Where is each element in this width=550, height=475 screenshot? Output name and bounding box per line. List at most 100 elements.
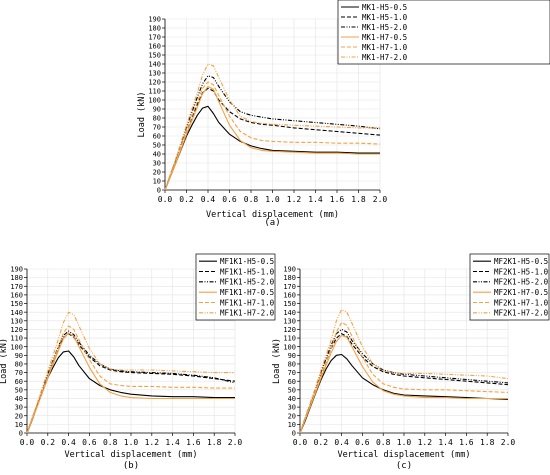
x-tick-label: 1.4 <box>438 438 453 447</box>
legend-label: MF1K1-H5-1.0 <box>220 267 275 276</box>
x-tick-label: 0.8 <box>376 438 391 447</box>
y-tick-label: 110 <box>10 335 23 343</box>
series-line-3 <box>164 75 381 191</box>
x-tick-label: 1.0 <box>124 438 139 447</box>
y-tick-label: 10 <box>288 421 296 429</box>
y-tick-label: 190 <box>283 266 296 274</box>
legend-label: MF1K1-H5-2.0 <box>220 278 275 287</box>
legend-box <box>337 0 550 65</box>
y-tick-label: 40 <box>288 395 296 403</box>
x-axis-label: Vertical displacement (mm) <box>64 450 197 460</box>
series-line-6 <box>299 309 509 434</box>
chart-panel-b: 0.0 0.2 0.4 0.6 0.8 1.0 1.2 1.4 1.6 1.8 2.0 0102030… <box>0 253 276 471</box>
x-tick-label: 0.4 <box>334 438 349 447</box>
series-line-5 <box>299 321 509 434</box>
x-tick-label: 0.4 <box>61 438 76 447</box>
y-tick-label: 140 <box>148 61 161 69</box>
x-tick-label: 1.0 <box>265 195 280 204</box>
y-tick-label: 70 <box>288 369 296 377</box>
legend: MF2K1-H5-0.5MF2K1-H5-1.0MF2K1-H5-2.0MF2K… <box>469 253 550 321</box>
series-line-4 <box>26 332 235 434</box>
x-tick-label: 2.0 <box>373 195 388 204</box>
series-line-5 <box>26 325 235 434</box>
x-tick-label: 2.0 <box>501 438 516 447</box>
y-tick-label: 120 <box>148 79 161 87</box>
legend-label: MK1-H7-1.0 <box>362 43 408 52</box>
y-tick-label: 160 <box>10 291 23 299</box>
legend-label: MF2K1-H7-0.5 <box>494 288 548 297</box>
chart-panel-c: 0.0 0.2 0.4 0.6 0.8 1.0 1.2 1.4 1.6 1.8 2.0 0102030… <box>272 253 550 471</box>
x-tick-label: 0.6 <box>222 195 237 204</box>
x-tick-label: 1.8 <box>207 438 222 447</box>
y-tick-label: 40 <box>153 151 161 159</box>
y-tick-label: 160 <box>283 291 296 299</box>
x-tick-label: 1.4 <box>165 438 180 447</box>
y-tick-label: 190 <box>10 266 23 274</box>
y-tick-label: 80 <box>15 361 23 369</box>
series-line-6 <box>164 63 380 191</box>
y-tick-label: 150 <box>148 52 161 60</box>
y-tick-label: 180 <box>148 25 161 33</box>
x-tick-label: 1.6 <box>459 438 474 447</box>
x-tick-label: 1.8 <box>351 195 366 204</box>
x-tick-label: 0.8 <box>103 438 118 447</box>
y-tick-label: 10 <box>153 178 161 186</box>
legend-label: MF1K1-H5-0.5 <box>220 257 274 266</box>
series-line-6 <box>26 311 235 434</box>
series-line-2 <box>164 87 381 191</box>
legend-label: MF2K1-H7-1.0 <box>494 298 549 307</box>
y-tick-label: 140 <box>283 309 296 317</box>
y-tick-label: 20 <box>15 412 23 420</box>
x-tick-label: 0.2 <box>179 195 194 204</box>
y-tick-label: 170 <box>283 283 296 291</box>
y-tick-label: 170 <box>10 283 23 291</box>
y-tick-label: 50 <box>15 386 23 394</box>
y-tick-label: 70 <box>153 124 161 132</box>
y-axis-label: Load (kN) <box>0 338 9 384</box>
panel-caption: (c) <box>396 461 412 471</box>
x-tick-label: 1.0 <box>397 438 412 447</box>
legend-label: MF1K1-H7-0.5 <box>220 288 274 297</box>
x-tick-label: 0.6 <box>355 438 370 447</box>
y-tick-label: 190 <box>148 16 161 24</box>
y-tick-label: 40 <box>15 395 23 403</box>
y-tick-label: 100 <box>148 97 161 105</box>
legend-label: MF2K1-H5-0.5 <box>494 257 548 266</box>
series-line-4 <box>164 85 380 191</box>
y-tick-label: 110 <box>148 88 161 96</box>
x-tick-label: 1.4 <box>308 195 323 204</box>
legend-label: MK1-H5-2.0 <box>362 23 408 32</box>
series-line-4 <box>299 334 508 434</box>
y-tick-label: 90 <box>15 352 23 360</box>
panel-caption: (a) <box>264 218 280 228</box>
y-axis-label: Load (kN) <box>272 338 282 384</box>
x-tick-label: 0.0 <box>20 438 35 447</box>
y-tick-label: 130 <box>148 70 161 78</box>
x-axis-label: Vertical displacement (mm) <box>337 450 470 460</box>
legend-box <box>469 253 550 321</box>
y-tick-label: 120 <box>283 326 296 334</box>
y-tick-label: 150 <box>283 300 296 308</box>
legend-label: MF2K1-H7-2.0 <box>494 309 549 318</box>
x-axis-label: Vertical displacement (mm) <box>206 210 339 220</box>
y-tick-label: 0 <box>19 430 23 438</box>
legend-label: MF1K1-H7-1.0 <box>220 298 275 307</box>
x-tick-label: 0.2 <box>314 438 329 447</box>
x-tick-label: 0.2 <box>41 438 56 447</box>
y-tick-label: 50 <box>153 142 161 150</box>
y-tick-label: 180 <box>10 274 23 282</box>
y-tick-label: 90 <box>288 352 296 360</box>
legend-label: MF1K1-H7-2.0 <box>220 309 275 318</box>
legend-label: MK1-H5-0.5 <box>362 3 407 12</box>
legend-label: MF2K1-H5-2.0 <box>494 278 549 287</box>
y-tick-label: 140 <box>10 309 23 317</box>
y-tick-label: 50 <box>288 386 296 394</box>
y-tick-label: 60 <box>288 378 296 386</box>
y-tick-label: 70 <box>15 369 23 377</box>
legend-label: MK1-H7-0.5 <box>362 33 407 42</box>
legend-box <box>195 253 276 321</box>
x-tick-label: 1.6 <box>186 438 201 447</box>
x-tick-label: 0.4 <box>201 195 216 204</box>
y-tick-label: 60 <box>153 133 161 141</box>
